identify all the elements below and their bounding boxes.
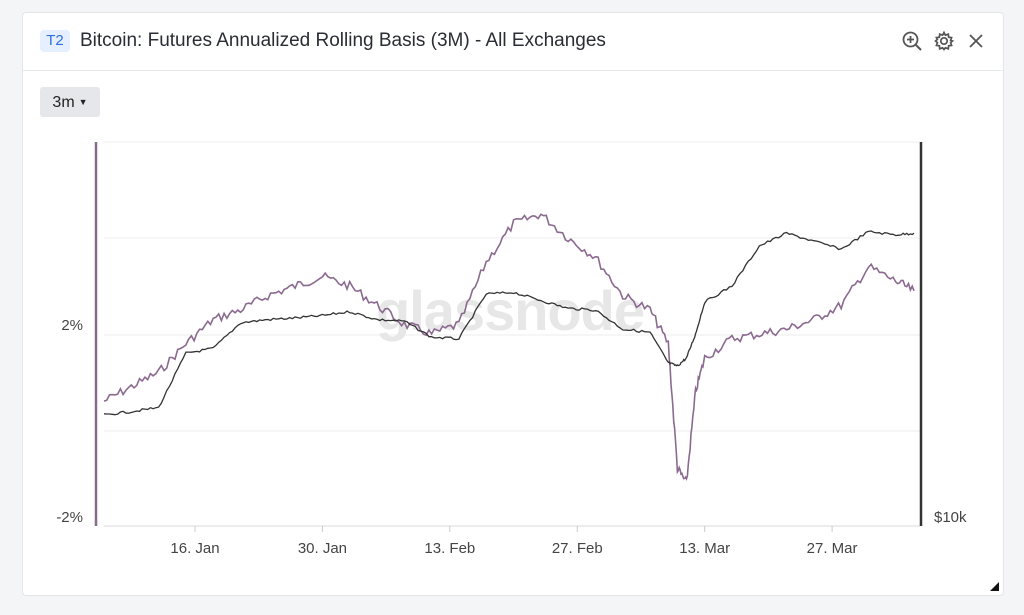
- close-icon[interactable]: [965, 30, 987, 52]
- y-axis-ticks: 2% -2% $10k: [56, 317, 967, 526]
- series-line-price: [103, 230, 915, 416]
- x-tick-label: 13. Mar: [679, 540, 730, 557]
- chart-tag-badge: T2: [40, 30, 70, 52]
- x-tick-label: 13. Feb: [424, 540, 475, 557]
- watermark: glassnode: [376, 279, 644, 342]
- x-tick-label: 30. Jan: [298, 540, 347, 557]
- gear-icon[interactable]: [933, 30, 955, 52]
- x-tick-label: 27. Feb: [552, 540, 603, 557]
- range-label: 3m: [52, 94, 75, 111]
- panel-header: T2 Bitcoin: Futures Annualized Rolling B…: [23, 13, 1003, 71]
- y-right-tick-label: $10k: [934, 509, 967, 526]
- y-left-tick-label: 2%: [61, 317, 83, 334]
- y-left-tick-label: -2%: [56, 509, 83, 526]
- grid-lines: [104, 141, 920, 432]
- series-layer: [103, 213, 915, 481]
- caret-down-icon: ▼: [78, 97, 88, 107]
- resize-handle-icon[interactable]: [990, 582, 999, 591]
- chart-title: Bitcoin: Futures Annualized Rolling Basi…: [80, 30, 606, 51]
- zoom-in-icon[interactable]: [901, 30, 923, 52]
- x-tick-label: 16. Jan: [170, 540, 219, 557]
- range-dropdown-button[interactable]: 3m ▼: [40, 87, 100, 117]
- chart-panel: T2 Bitcoin: Futures Annualized Rolling B…: [22, 12, 1004, 596]
- x-tick-label: 27. Mar: [807, 540, 858, 557]
- series-line-basis: [103, 213, 915, 481]
- x-axis-ticks: 16. Jan 30. Jan 13. Feb 27. Feb 13. Mar 27. M…: [170, 526, 858, 557]
